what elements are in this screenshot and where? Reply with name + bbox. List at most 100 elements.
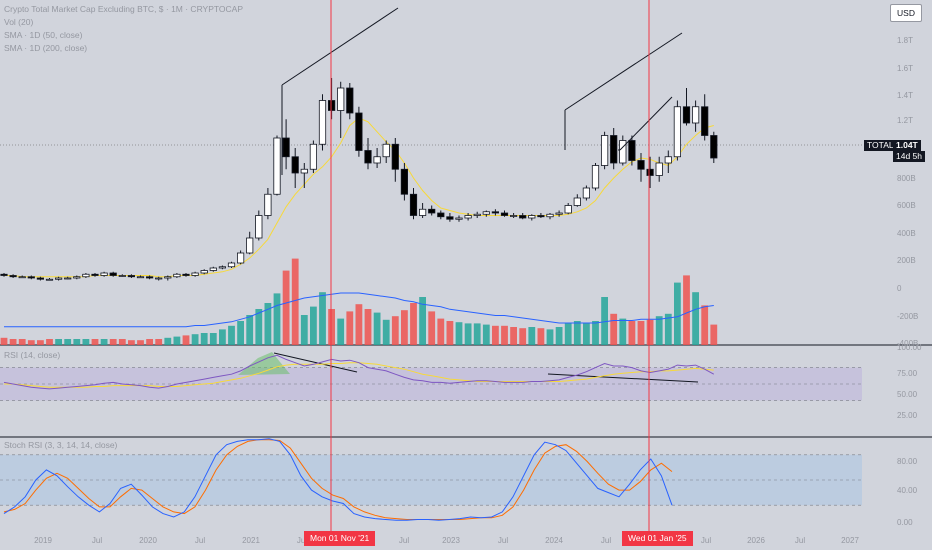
- candle-body: [619, 140, 627, 164]
- volume-bar: [255, 309, 263, 345]
- candle: [628, 135, 636, 166]
- candle-body: [227, 262, 236, 268]
- stoch-tick-label: 80.00: [897, 457, 918, 466]
- candle: [682, 88, 691, 126]
- volume-bar: [501, 325, 508, 345]
- volume-bar: [46, 339, 53, 345]
- currency-button[interactable]: USD: [890, 4, 922, 22]
- candle-body: [173, 273, 181, 278]
- candle-body: [164, 276, 172, 279]
- time-tick-label: Jul: [195, 536, 205, 545]
- candle: [692, 100, 700, 132]
- candle-body: [318, 100, 327, 145]
- candle: [218, 265, 226, 270]
- candle: [573, 194, 581, 207]
- candle-body: [155, 277, 163, 280]
- volume-bar: [128, 340, 135, 345]
- volume-bar: [628, 321, 636, 345]
- candle: [309, 140, 318, 173]
- candle: [209, 266, 217, 272]
- volume-bar: [173, 336, 181, 345]
- candle: [327, 78, 336, 120]
- time-tick-label: Jul: [701, 536, 711, 545]
- stoch-legend[interactable]: Stoch RSI (3, 3, 14, 14, close): [4, 440, 118, 450]
- volume-bar: [137, 340, 144, 345]
- volume-bar: [228, 325, 235, 345]
- volume-bar: [118, 339, 126, 345]
- candle-body: [255, 215, 263, 239]
- volume-bar: [373, 312, 381, 345]
- volume-bar: [146, 339, 153, 345]
- candle: [145, 275, 154, 280]
- candle-body: [464, 215, 472, 219]
- candle: [164, 275, 172, 281]
- candle: [73, 275, 81, 280]
- volume-bar: [482, 324, 490, 345]
- time-tick-label: 2019: [34, 536, 52, 545]
- candle-body: [218, 266, 226, 269]
- sma-long-line: [4, 292, 714, 328]
- volume-bar: [246, 315, 254, 345]
- candle: [173, 273, 181, 278]
- candle: [100, 271, 108, 277]
- volume-legend[interactable]: Vol (20): [4, 17, 34, 27]
- candle-body: [446, 216, 454, 220]
- candle-body: [509, 215, 518, 217]
- sma2-legend[interactable]: SMA · 1D (200, close): [4, 43, 88, 53]
- price-axis[interactable]: 1.8T 1.6T 1.4T 1.2T 800B 600B 400B 200B 0 -200B -4…: [897, 36, 922, 527]
- candle: [264, 188, 272, 220]
- rsi-legend[interactable]: RSI (14, close): [4, 350, 61, 360]
- volume-bar: [291, 258, 299, 345]
- volume-bar: [73, 339, 81, 345]
- candle-body: [18, 276, 26, 279]
- date-markers: [330, 0, 650, 531]
- candle: [300, 163, 308, 188]
- candle: [610, 128, 618, 170]
- candle: [91, 273, 99, 277]
- trend-line: [619, 96, 673, 151]
- candle-body: [136, 276, 145, 279]
- volume-bar: [573, 321, 581, 345]
- time-tick-label: Jul: [795, 536, 805, 545]
- trend-line: [564, 32, 683, 111]
- candle: [136, 275, 145, 279]
- volume-bar: [282, 270, 290, 345]
- candle-body: [646, 168, 654, 176]
- date-marker-jan-25: Wed 01 Jan '25: [622, 531, 693, 546]
- price-tick-label: 600B: [897, 201, 916, 210]
- candle: [82, 273, 90, 278]
- volume-bar: [692, 292, 699, 345]
- candle: [701, 94, 709, 141]
- sma1-legend[interactable]: SMA · 1D (50, close): [4, 30, 83, 40]
- rsi-tick-label: 50.00: [897, 390, 918, 399]
- candle: [555, 210, 563, 217]
- candle-body: [555, 212, 563, 215]
- candle-body: [118, 275, 126, 277]
- candle-body: [300, 168, 308, 174]
- candle: [255, 210, 263, 241]
- volume-bar: [237, 321, 244, 345]
- price-tick-label: 200B: [897, 256, 916, 265]
- candle: [318, 94, 327, 151]
- price-tick-label: 1.4T: [897, 91, 913, 100]
- candle-body: [491, 211, 500, 214]
- symbol-legend[interactable]: Crypto Total Market Cap Excluding BTC, $…: [4, 4, 244, 14]
- candle-body: [100, 272, 108, 276]
- volume-bar: [64, 339, 72, 345]
- candle-body: [473, 213, 481, 216]
- candle: [409, 188, 418, 220]
- volume-bar: [455, 322, 463, 345]
- volume-bar: [300, 315, 308, 345]
- candle: [482, 210, 490, 217]
- candle-body: [391, 143, 399, 170]
- volume-bar: [401, 310, 408, 345]
- rsi-band: [0, 367, 862, 401]
- candle: [664, 150, 672, 173]
- volume-bar: [182, 335, 190, 345]
- candle: [127, 274, 135, 278]
- volume-bar: [264, 303, 272, 345]
- candle-body: [710, 135, 718, 159]
- candle: [282, 119, 290, 170]
- candle: [655, 156, 663, 182]
